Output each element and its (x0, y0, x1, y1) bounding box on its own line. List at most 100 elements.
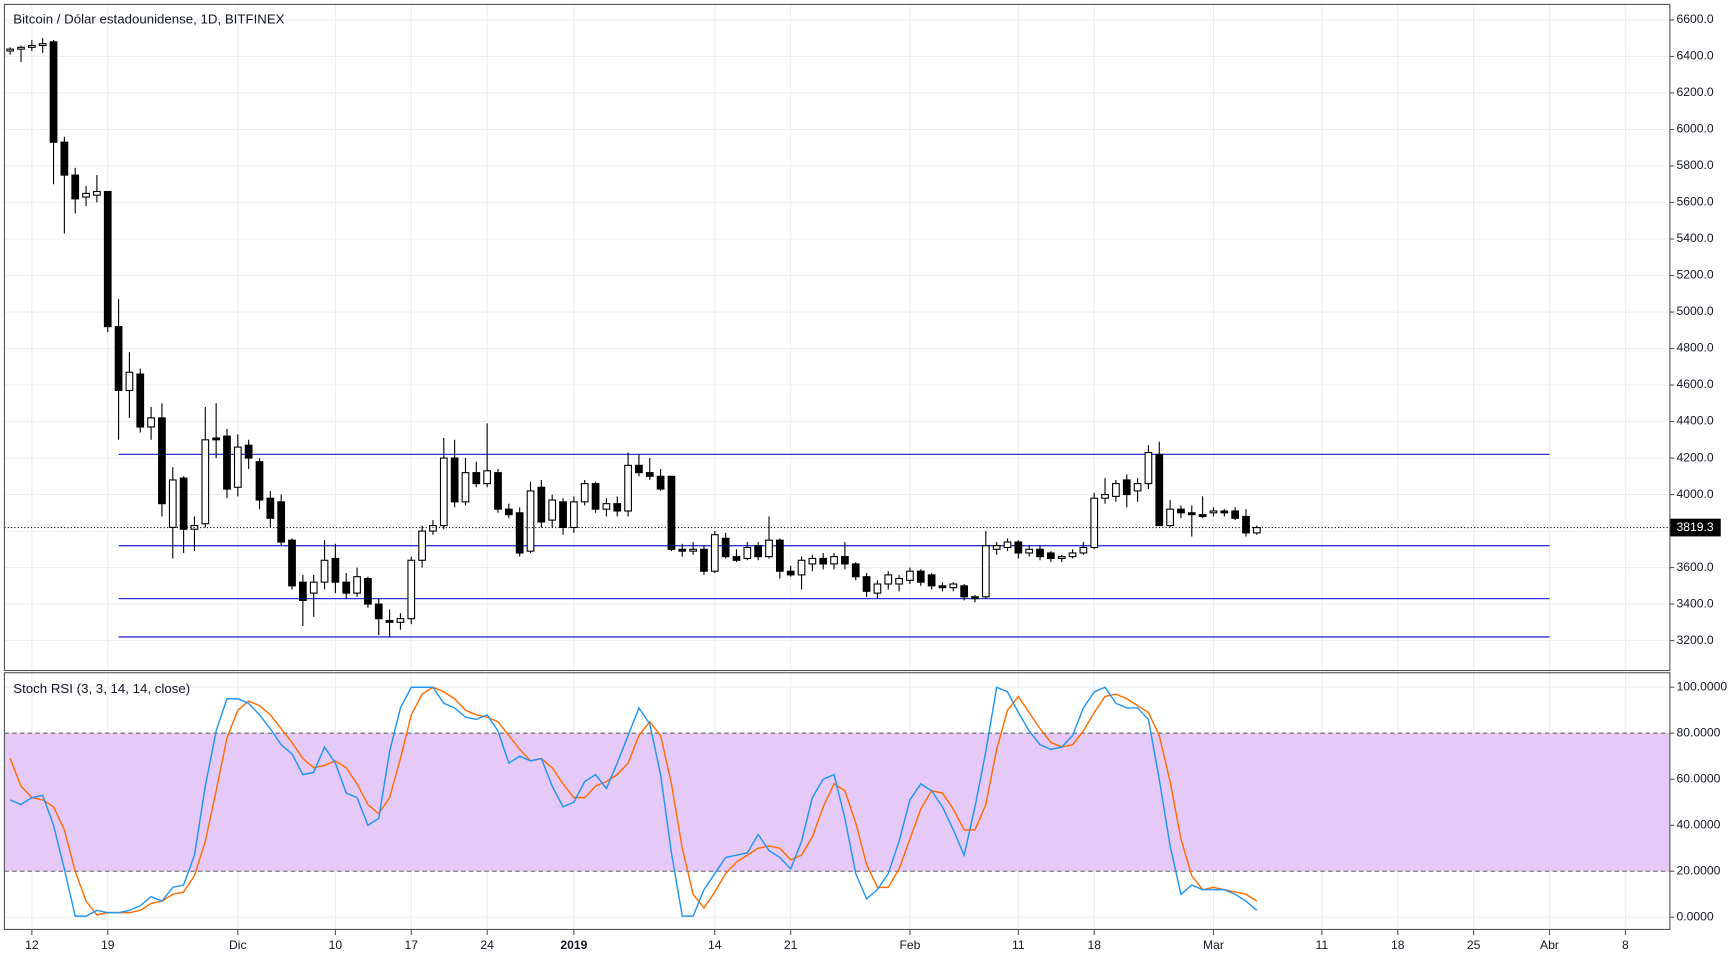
candle-body (537, 486, 546, 523)
candle-body (645, 472, 654, 477)
candle-body (1220, 510, 1229, 514)
candle-body (364, 577, 372, 605)
y-tick-label: 4400.0 (1676, 414, 1713, 428)
x-tick-label: Feb (899, 938, 920, 952)
candle-body (916, 570, 925, 583)
candle-body (494, 472, 502, 510)
candle-body (981, 545, 990, 598)
candle-body (960, 585, 969, 598)
y-tick-label: 6000.0 (1676, 122, 1713, 136)
y-tick-label: 4600.0 (1676, 377, 1713, 391)
candle-body (1112, 483, 1120, 497)
x-tick-label: 19 (101, 938, 115, 952)
candle-body (461, 472, 470, 503)
candle-body (168, 479, 177, 528)
candle-body (1036, 548, 1044, 558)
candle-body (819, 557, 828, 565)
candle-body (429, 525, 437, 532)
candle-body (949, 583, 958, 589)
x-tick-label: 14 (708, 938, 722, 952)
candle-body (1122, 479, 1131, 496)
candle-body (1014, 541, 1023, 554)
y-tick-label: 6400.0 (1676, 49, 1713, 63)
candle-body (93, 190, 101, 196)
candle-body (255, 461, 264, 501)
y-tick-label: 4000.0 (1676, 487, 1713, 501)
y-tick-label: 5600.0 (1676, 195, 1713, 209)
candle-body (1209, 510, 1218, 514)
y-tick-label: 3400.0 (1676, 596, 1713, 610)
candle-body (667, 475, 676, 550)
candle-body (6, 48, 15, 52)
candle-body (1231, 510, 1240, 519)
candle-body (906, 570, 914, 581)
candle-body (1046, 552, 1055, 559)
candle-body (331, 557, 340, 583)
candle-body (266, 497, 275, 519)
candle-body (710, 534, 719, 572)
candle-body (60, 141, 69, 176)
candle-body (1166, 508, 1174, 527)
candle-body (927, 574, 936, 587)
candle-body (873, 583, 882, 594)
candle-body (689, 548, 697, 552)
candle-body (212, 437, 221, 441)
candle-body (103, 190, 112, 328)
candle-body (38, 43, 47, 47)
candle-body (1155, 453, 1164, 527)
x-tick-label: Mar (1203, 938, 1224, 952)
candle-body (450, 457, 459, 503)
y-tick-label: 60.0000 (1676, 771, 1720, 785)
candle-body (418, 530, 426, 561)
candle-body (765, 539, 773, 558)
candle-body (27, 44, 36, 48)
candle-body (158, 417, 166, 505)
candle-body (179, 477, 188, 530)
candle-body (851, 563, 860, 578)
candle-body (309, 581, 318, 594)
candle-body (201, 439, 210, 525)
y-tick-label: 5000.0 (1676, 304, 1713, 318)
overbought-oversold-band (4, 733, 1670, 872)
x-tick-label: 25 (1467, 938, 1481, 952)
candle-body (353, 576, 361, 594)
candle-body (114, 326, 123, 392)
plot-layer: 12 19 Dic 10 17 24 2019 14 21 Feb 11 18 Mar 11 18 25 Abr… (4, 4, 1727, 952)
candle-body (700, 548, 708, 572)
y-tick-label: 4200.0 (1676, 450, 1713, 464)
candle-body (49, 41, 58, 143)
y-tick-label: 3600.0 (1676, 560, 1713, 574)
candle-body (277, 501, 286, 543)
x-tick-label: 11 (1012, 938, 1025, 952)
candle-body (233, 446, 242, 488)
y-tick-label: 5200.0 (1676, 268, 1713, 282)
candle-body (754, 545, 763, 558)
candle-body (1198, 514, 1207, 518)
candle-body (721, 537, 730, 558)
candle-body (992, 545, 1001, 550)
candle-body (396, 618, 405, 623)
candle-body (938, 585, 947, 589)
candle-body (1177, 508, 1185, 514)
candle-body (971, 596, 979, 600)
candle-body (548, 499, 557, 521)
candle-body (559, 501, 567, 528)
x-tick-label: 11 (1316, 938, 1329, 952)
candle-body (786, 570, 795, 576)
candle-body (613, 503, 622, 512)
stoch-line (9, 686, 1258, 917)
candle-body (439, 457, 448, 527)
x-tick-label: 24 (480, 938, 494, 952)
candle-body (732, 556, 741, 561)
chart-title: Bitcoin / Dólar estadounidense, 1D, BITF… (13, 11, 284, 26)
y-tick-label: 5800.0 (1676, 158, 1713, 172)
candle-body (1144, 452, 1153, 485)
candle-body (374, 603, 383, 620)
candle-body (1101, 494, 1109, 499)
candle-body (515, 512, 524, 554)
indicator-title: Stoch RSI (3, 3, 14, 14, close) (13, 681, 190, 696)
candle-body (775, 539, 784, 572)
last-price-label: 3819.3 (1676, 520, 1713, 534)
